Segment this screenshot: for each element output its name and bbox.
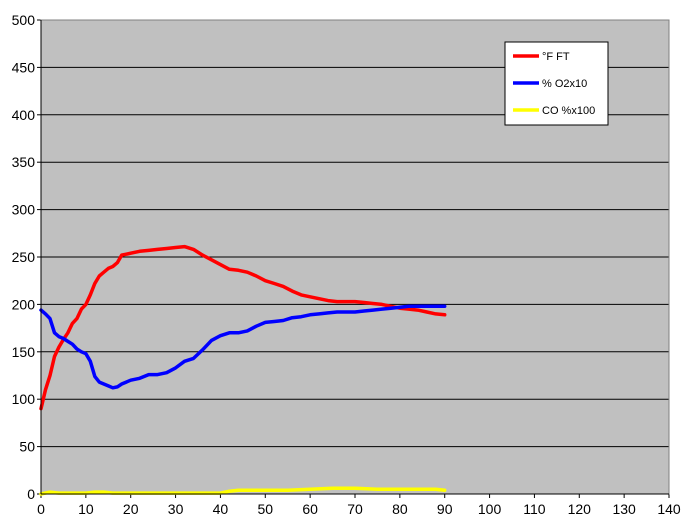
y-tick-label: 450 [12,59,36,75]
x-axis-ticks: 0 10 20 30 40 50 60 70 80 90 100 110 120 130 140 [37,494,681,517]
legend-label: CO %x100 [542,105,595,117]
x-tick-label: 10 [78,501,94,517]
x-tick-label: 100 [478,501,502,517]
y-tick-label: 300 [12,202,36,218]
series-line-f-ft [39,244,447,411]
x-tick-label: 110 [523,501,546,517]
series-line-o2x10 [39,304,447,390]
series-lines [39,244,447,496]
y-tick-label: 50 [19,439,35,455]
y-tick-label: 100 [12,391,36,407]
x-tick-label: 120 [568,501,592,517]
x-tick-label: 140 [657,501,681,517]
y-tick-label: 200 [12,296,36,312]
x-tick-label: 0 [37,501,45,517]
x-tick-label: 20 [123,501,139,517]
legend-label: % O2x10 [542,78,587,90]
legend-label: °F FT [542,51,570,63]
y-tick-label: 500 [12,12,36,28]
legend: °F FT % O2x10 CO %x100 [504,41,609,126]
series-line-co-x100 [39,486,447,496]
x-tick-label: 60 [302,501,318,517]
x-tick-label: 50 [257,501,273,517]
y-tick-label: 150 [12,344,36,360]
y-axis-ticks: 0 50 100 150 200 250 300 350 400 450 500 [12,12,41,502]
y-tick-label: 350 [12,154,36,170]
x-tick-label: 90 [437,501,453,517]
y-tick-label: 250 [12,249,36,265]
y-tick-label: 400 [12,107,36,123]
x-tick-label: 70 [347,501,363,517]
x-tick-label: 80 [392,501,408,517]
y-tick-label: 0 [27,486,35,502]
x-tick-label: 40 [213,501,229,517]
x-tick-label: 30 [168,501,184,517]
x-tick-label: 130 [612,501,636,517]
